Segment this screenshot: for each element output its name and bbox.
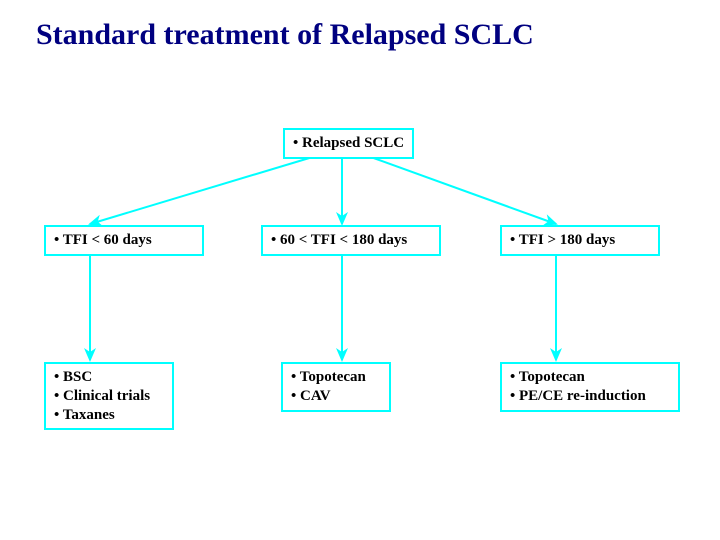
treatment-box-1: • BSC• Clinical trials• Taxanes <box>44 362 174 430</box>
arrow-root-to-cat-1 <box>90 156 316 224</box>
treatment-box-2-item: • Topotecan <box>291 368 381 387</box>
page-title: Standard treatment of Relapsed SCLC <box>36 18 534 52</box>
treatment-box-3-item: • PE/CE re-induction <box>510 387 670 406</box>
category-box-2-item: • 60 < TFI < 180 days <box>271 231 431 250</box>
root-box-item: • Relapsed SCLC <box>293 134 404 153</box>
arrow-layer <box>0 0 720 540</box>
treatment-box-1-item: • Clinical trials <box>54 387 164 406</box>
treatment-box-3: • Topotecan• PE/CE re-induction <box>500 362 680 412</box>
arrow-root-to-cat-3 <box>368 156 556 224</box>
category-box-1-item: • TFI < 60 days <box>54 231 194 250</box>
treatment-box-3-item: • Topotecan <box>510 368 670 387</box>
category-box-2: • 60 < TFI < 180 days <box>261 225 441 256</box>
category-box-3-item: • TFI > 180 days <box>510 231 650 250</box>
treatment-box-1-item: • Taxanes <box>54 406 164 425</box>
category-box-3: • TFI > 180 days <box>500 225 660 256</box>
root-box: • Relapsed SCLC <box>283 128 414 159</box>
treatment-box-1-item: • BSC <box>54 368 164 387</box>
treatment-box-2: • Topotecan• CAV <box>281 362 391 412</box>
category-box-1: • TFI < 60 days <box>44 225 204 256</box>
treatment-box-2-item: • CAV <box>291 387 381 406</box>
